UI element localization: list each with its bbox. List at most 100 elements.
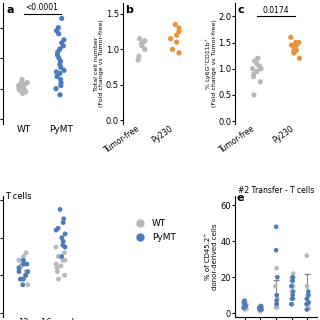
Point (251, 92, 256, 98)
Point (306, 292, 311, 298)
Point (58, 59, 63, 64)
Point (258, 66, 263, 71)
Point (54, 28, 59, 33)
Point (289, 302, 294, 307)
Point (244, 302, 249, 307)
Point (257, 64, 262, 69)
Point (259, 307, 264, 312)
Point (305, 292, 310, 298)
Point (142, 38, 148, 44)
Point (251, 71, 256, 76)
Point (18, 82, 23, 87)
Point (241, 300, 246, 305)
Point (275, 296, 280, 301)
Point (21, 86, 27, 91)
Point (243, 307, 248, 312)
Point (257, 305, 262, 310)
Point (56, 276, 61, 282)
Point (170, 47, 175, 52)
Point (61, 44, 66, 49)
Point (252, 58, 257, 63)
Point (20, 91, 25, 96)
Point (136, 57, 141, 62)
Point (292, 45, 297, 50)
Point (54, 265, 60, 270)
Point (56, 31, 61, 36)
Point (259, 303, 264, 308)
Point (288, 35, 293, 40)
Point (20, 77, 25, 82)
Point (58, 65, 63, 70)
Point (306, 289, 311, 294)
Point (17, 258, 22, 263)
Point (61, 216, 66, 221)
Point (57, 92, 62, 97)
Point (16, 265, 21, 270)
Point (25, 282, 30, 287)
Point (21, 261, 26, 267)
Point (23, 273, 28, 278)
Point (23, 82, 28, 87)
Point (20, 86, 25, 91)
Point (242, 298, 247, 303)
Point (55, 269, 60, 274)
Point (58, 83, 63, 88)
Point (137, 36, 142, 41)
Point (62, 231, 68, 236)
Point (290, 278, 295, 283)
Point (259, 305, 264, 310)
Point (242, 303, 247, 308)
Point (22, 261, 28, 267)
Point (275, 275, 280, 280)
Point (58, 207, 63, 212)
Point (24, 269, 29, 274)
Point (274, 292, 279, 298)
Point (60, 243, 65, 248)
Point (291, 284, 296, 289)
Point (61, 68, 67, 73)
Point (18, 276, 23, 282)
Point (291, 271, 296, 276)
Point (21, 276, 26, 282)
Point (250, 66, 255, 71)
Point (54, 69, 59, 75)
Point (61, 220, 66, 225)
Point (254, 61, 259, 66)
Point (58, 263, 63, 268)
Point (62, 273, 67, 278)
Point (258, 309, 263, 314)
Text: 0.0174: 0.0174 (263, 6, 289, 15)
Point (20, 83, 25, 88)
Point (141, 40, 146, 45)
Point (53, 86, 59, 91)
Point (296, 40, 301, 45)
Point (274, 305, 279, 310)
Point (61, 37, 67, 43)
Point (60, 235, 65, 240)
Point (290, 302, 295, 307)
Point (257, 305, 262, 310)
Point (54, 74, 60, 79)
Point (174, 33, 179, 38)
Point (62, 244, 68, 250)
Point (274, 266, 279, 271)
Point (257, 305, 262, 310)
Point (56, 25, 61, 30)
Point (21, 258, 26, 263)
Point (57, 71, 62, 76)
Point (55, 52, 60, 58)
Point (257, 307, 262, 312)
Point (241, 305, 246, 310)
Point (242, 302, 247, 307)
Point (291, 48, 296, 53)
Point (58, 77, 63, 82)
Point (59, 16, 64, 21)
Point (297, 56, 302, 61)
Point (23, 89, 28, 94)
Point (241, 305, 246, 310)
Point (304, 307, 309, 312)
Point (306, 300, 311, 305)
Point (62, 250, 67, 255)
Point (139, 43, 144, 48)
Point (18, 84, 23, 90)
